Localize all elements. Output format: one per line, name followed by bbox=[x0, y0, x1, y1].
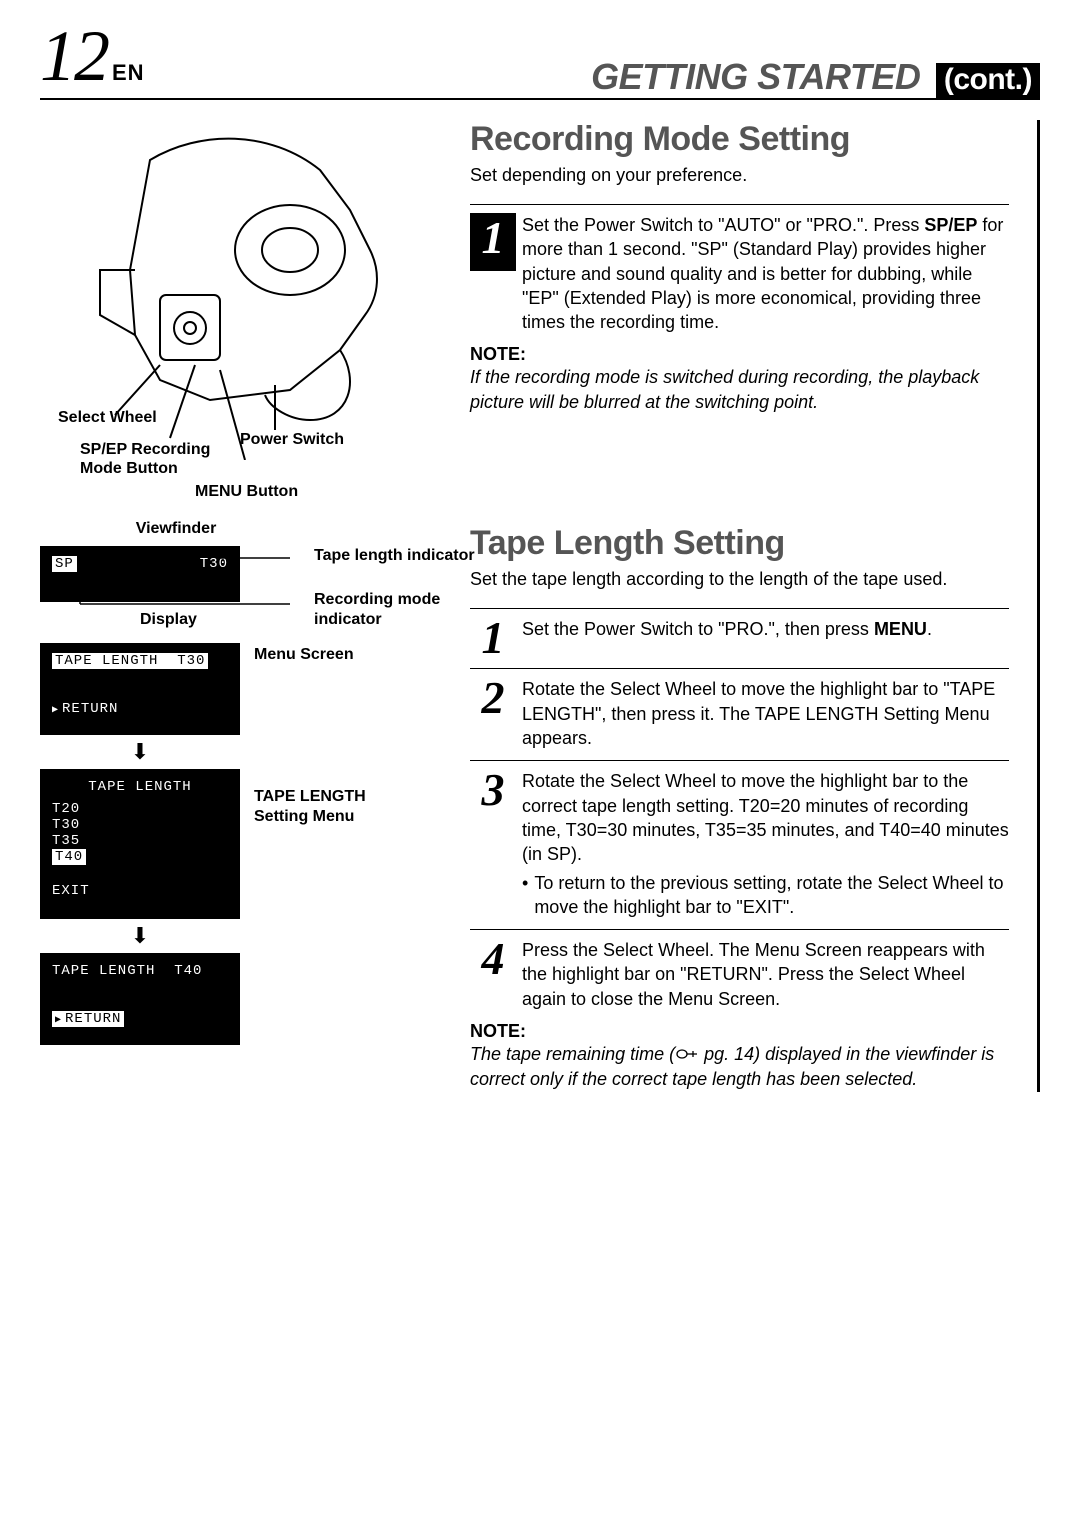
menu-row-val: T30 bbox=[177, 653, 205, 669]
setting-opt-0: T20 bbox=[52, 801, 228, 817]
page-header: 12EN GETTING STARTED (cont.) bbox=[40, 30, 1040, 100]
display-box-setting: TAPE LENGTH T20 T30 T35 T40 EXIT bbox=[40, 769, 240, 919]
page-number: 12EN bbox=[40, 15, 145, 98]
tape-note-hd: NOTE: bbox=[470, 1021, 1009, 1042]
tape-step1-body: Set the Power Switch to "PRO.", then pre… bbox=[516, 617, 932, 658]
viewfinder-title: Viewfinder bbox=[0, 520, 432, 538]
arrow-down-2: ⬇ bbox=[40, 925, 240, 947]
label-menu-screen: Menu Screen bbox=[240, 643, 354, 665]
header-title: GETTING STARTED (cont.) bbox=[591, 56, 1040, 98]
section-tape: Tape Length Setting Set the tape length … bbox=[470, 524, 1009, 1092]
pointer-icon bbox=[675, 1043, 699, 1067]
tape-step3-body: Rotate the Select Wheel to move the high… bbox=[516, 769, 1009, 919]
tape-step2-body: Rotate the Select Wheel to move the high… bbox=[516, 677, 1009, 750]
label-spep-button: SP/EP Recording Mode Button bbox=[80, 440, 230, 478]
page-number-value: 12 bbox=[40, 16, 108, 96]
page-lang: EN bbox=[112, 60, 145, 85]
tape-note: The tape remaining time ( pg. 14) displa… bbox=[470, 1042, 1009, 1092]
right-column: Recording Mode Setting Set depending on … bbox=[460, 120, 1040, 1092]
display-box-menu: TAPE LENGTH T30 RETURN bbox=[40, 643, 240, 735]
setting-opt-2: T35 bbox=[52, 833, 228, 849]
tape-step3-bullet: To return to the previous setting, rotat… bbox=[534, 871, 1009, 920]
result-row-label: TAPE LENGTH bbox=[52, 963, 155, 979]
tape-step2-number: 2 bbox=[470, 677, 516, 750]
left-column: Select Wheel Power Switch SP/EP Recordin… bbox=[40, 120, 460, 1092]
menu-return: RETURN bbox=[52, 701, 228, 717]
tape-step4-body: Press the Select Wheel. The Menu Screen … bbox=[516, 938, 1009, 1011]
label-menu-button: MENU Button bbox=[195, 482, 298, 501]
tape-step4-number: 4 bbox=[470, 938, 516, 1011]
viewfinder-section: Viewfinder SPT30 Tape length indicator R… bbox=[40, 520, 432, 1045]
arrow-down-1: ⬇ bbox=[40, 741, 240, 763]
section-recording: Recording Mode Setting Set depending on … bbox=[470, 120, 1009, 414]
tape-intro: Set the tape length according to the len… bbox=[470, 569, 1009, 590]
recording-title: Recording Mode Setting bbox=[470, 120, 1009, 159]
tape-title: Tape Length Setting bbox=[470, 524, 1009, 563]
setting-header: TAPE LENGTH bbox=[52, 779, 228, 795]
setting-opt-1: T30 bbox=[52, 817, 228, 833]
result-return: RETURN bbox=[52, 1011, 124, 1027]
recording-note-hd: NOTE: bbox=[470, 344, 1009, 365]
tape-note-ref: pg. 14 bbox=[699, 1044, 754, 1064]
label-tape-length-indicator: Tape length indicator bbox=[300, 542, 490, 566]
camera-illustration: Select Wheel Power Switch SP/EP Recordin… bbox=[40, 120, 420, 460]
tape-step3-text: Rotate the Select Wheel to move the high… bbox=[522, 771, 1009, 864]
tape-step3-number: 3 bbox=[470, 769, 516, 919]
disp-sp: SP bbox=[52, 556, 77, 572]
recording-step1-body: Set the Power Switch to "AUTO" or "PRO."… bbox=[516, 213, 1009, 334]
recording-note: If the recording mode is switched during… bbox=[470, 365, 1009, 414]
menu-row-label: TAPE LENGTH bbox=[55, 653, 158, 669]
recording-step1-number: 1 bbox=[470, 213, 516, 271]
tape-note-pre: The tape remaining time ( bbox=[470, 1044, 675, 1064]
setting-exit: EXIT bbox=[52, 883, 228, 899]
setting-opt-3: T40 bbox=[52, 849, 86, 865]
recording-intro: Set depending on your preference. bbox=[470, 165, 1009, 186]
display-box-result: TAPE LENGTH T40 RETURN bbox=[40, 953, 240, 1045]
label-select-wheel: Select Wheel bbox=[58, 408, 157, 427]
label-setting-menu: TAPE LENGTH Setting Menu bbox=[240, 769, 390, 827]
header-cont: (cont.) bbox=[936, 63, 1040, 98]
result-row-val: T40 bbox=[174, 963, 202, 979]
header-title-text: GETTING STARTED bbox=[591, 56, 920, 97]
label-display: Display bbox=[140, 610, 532, 629]
label-power-switch: Power Switch bbox=[240, 430, 344, 449]
display-box-1: SPT30 bbox=[40, 546, 240, 602]
